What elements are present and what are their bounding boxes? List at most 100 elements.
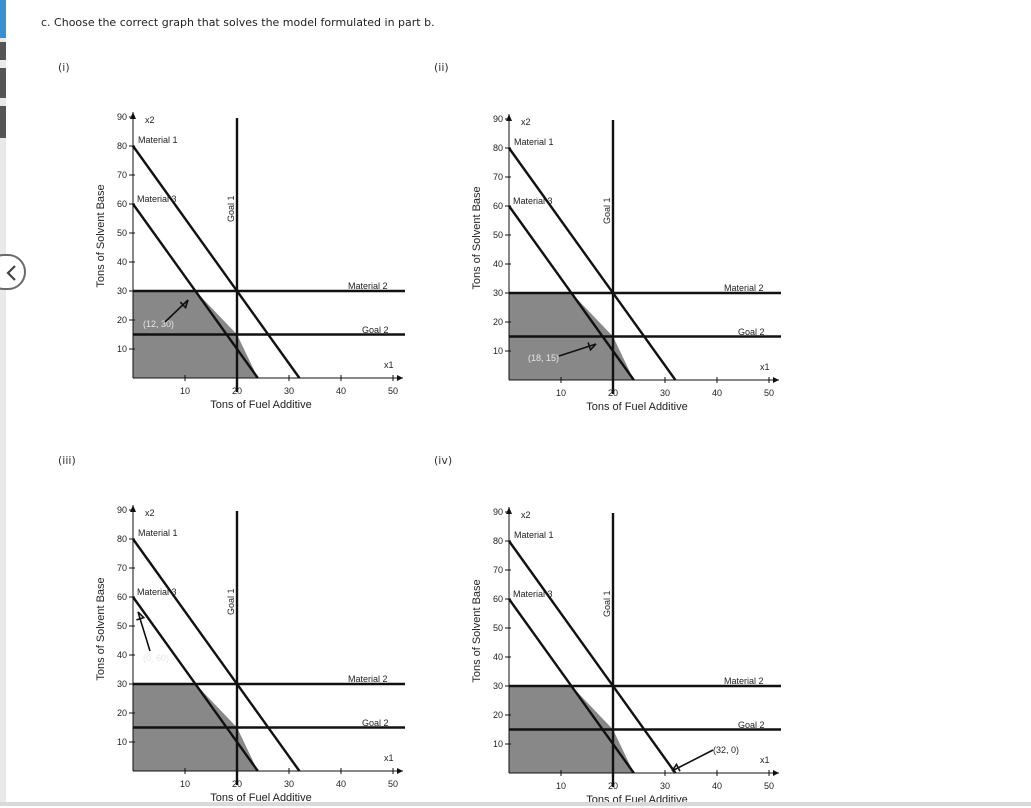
y-tick-label: 40 xyxy=(493,259,503,269)
y-tick-label: 30 xyxy=(493,288,503,298)
x-var-label: x1 xyxy=(760,362,770,372)
x-axis-arrow xyxy=(397,375,403,381)
material-2-label: Material 2 xyxy=(724,676,764,686)
x-tick-label: 40 xyxy=(712,781,722,791)
edge-block xyxy=(0,106,6,138)
x-axis-arrow xyxy=(773,770,779,776)
x-var-label: x1 xyxy=(760,755,770,765)
y-tick-label: 80 xyxy=(493,143,503,153)
goal-1-label: Goal 1 xyxy=(226,588,236,615)
y-tick-label: 60 xyxy=(117,199,127,209)
graph-i[interactable]: 1020304050102030405060708090x2Material 1… xyxy=(90,108,410,413)
x-tick-label: 40 xyxy=(712,388,722,398)
y-tick-label: 90 xyxy=(117,505,127,515)
x-axis-arrow xyxy=(397,768,403,774)
option-label-ii[interactable]: (ii) xyxy=(434,61,449,74)
annotation-arrow-head xyxy=(587,342,597,352)
annotation-arrow-head xyxy=(179,299,189,310)
option-label-i[interactable]: (i) xyxy=(58,61,70,74)
x-axis-arrow xyxy=(773,377,779,383)
y-tick-label: 60 xyxy=(493,201,503,211)
y-tick-label: 50 xyxy=(493,230,503,240)
y-tick-label: 20 xyxy=(117,708,127,718)
material-3-label: Material 3 xyxy=(137,587,177,597)
goal-1-label: Goal 1 xyxy=(602,197,612,224)
y-tick-label: 30 xyxy=(117,679,127,689)
y-tick-label: 40 xyxy=(493,652,503,662)
graph-iv[interactable]: 1020304050102030405060708090x2Material 1… xyxy=(466,503,786,808)
y-tick-label: 10 xyxy=(117,737,127,747)
y-tick-label: 30 xyxy=(117,286,127,296)
y-tick-label: 90 xyxy=(493,114,503,124)
solution-annotation: (18, 15) xyxy=(528,353,559,363)
edge-accent xyxy=(0,0,6,38)
y-tick-label: 60 xyxy=(117,592,127,602)
y-axis-arrow xyxy=(506,114,512,121)
solution-annotation: (0, 60) xyxy=(143,653,169,663)
y-var-label: x2 xyxy=(145,508,155,518)
y-tick-label: 60 xyxy=(493,594,503,604)
annotation-arrow-head xyxy=(671,762,681,772)
y-var-label: x2 xyxy=(521,117,531,127)
x-tick-label: 40 xyxy=(336,386,346,396)
edge-block xyxy=(0,68,6,98)
y-axis-arrow xyxy=(130,112,136,119)
graph-ii[interactable]: 1020304050102030405060708090x2Material 1… xyxy=(466,110,786,415)
y-tick-label: 70 xyxy=(493,565,503,575)
y-tick-label: 80 xyxy=(117,534,127,544)
y-axis-title: Tons of Solvent Base xyxy=(95,577,107,680)
goal-2-label: Goal 2 xyxy=(738,720,765,730)
y-axis-title: Tons of Solvent Base xyxy=(95,184,107,287)
y-axis-arrow xyxy=(506,507,512,514)
graph-iii[interactable]: 1020304050102030405060708090x2Material 1… xyxy=(90,501,410,806)
x-tick-label: 30 xyxy=(660,781,670,791)
goal-1-label: Goal 1 xyxy=(226,195,236,222)
annotation-arrow-head xyxy=(136,611,146,621)
y-tick-label: 90 xyxy=(117,112,127,122)
goal-2-label: Goal 2 xyxy=(362,325,389,335)
material-1-label: Material 1 xyxy=(514,530,554,540)
y-tick-label: 70 xyxy=(117,563,127,573)
y-tick-label: 50 xyxy=(117,621,127,631)
chevron-left-icon xyxy=(6,265,16,281)
x-tick-label: 40 xyxy=(336,779,346,789)
x-tick-label: 10 xyxy=(180,779,190,789)
x-tick-label: 50 xyxy=(388,386,398,396)
material-1-label: Material 1 xyxy=(138,135,178,145)
y-var-label: x2 xyxy=(145,115,155,125)
material-3-label: Material 3 xyxy=(513,589,553,599)
x-axis-title: Tons of Fuel Additive xyxy=(210,399,312,411)
y-tick-label: 50 xyxy=(493,623,503,633)
x-axis-title: Tons of Fuel Additive xyxy=(210,792,312,804)
y-tick-label: 40 xyxy=(117,257,127,267)
material-1-label: Material 1 xyxy=(138,528,178,538)
bottom-divider xyxy=(0,802,1031,806)
y-tick-label: 10 xyxy=(493,346,503,356)
x-tick-label: 30 xyxy=(284,386,294,396)
option-label-iii[interactable]: (iii) xyxy=(58,454,76,467)
y-tick-label: 10 xyxy=(493,739,503,749)
material-1-label: Material 1 xyxy=(514,137,554,147)
material-2-label: Material 2 xyxy=(348,674,388,684)
goal-2-label: Goal 2 xyxy=(738,327,765,337)
y-tick-label: 10 xyxy=(117,344,127,354)
x-tick-label: 50 xyxy=(388,779,398,789)
x-var-label: x1 xyxy=(384,753,394,763)
y-tick-label: 80 xyxy=(117,141,127,151)
x-axis-title: Tons of Fuel Additive xyxy=(586,401,688,413)
y-axis-title: Tons of Solvent Base xyxy=(471,186,483,289)
y-tick-label: 40 xyxy=(117,650,127,660)
x-tick-label: 30 xyxy=(660,388,670,398)
y-axis-arrow xyxy=(130,505,136,512)
left-edge-bar xyxy=(0,0,6,806)
solution-annotation: (32, 0) xyxy=(713,745,739,755)
y-tick-label: 20 xyxy=(493,317,503,327)
material-1-line xyxy=(508,147,677,381)
option-label-iv[interactable]: (iv) xyxy=(434,454,453,467)
material-2-label: Material 2 xyxy=(348,281,388,291)
previous-button[interactable] xyxy=(0,254,26,290)
material-1-line xyxy=(132,538,301,772)
y-tick-label: 20 xyxy=(117,315,127,325)
material-1-line xyxy=(508,540,677,774)
question-text: c. Choose the correct graph that solves … xyxy=(41,16,435,29)
